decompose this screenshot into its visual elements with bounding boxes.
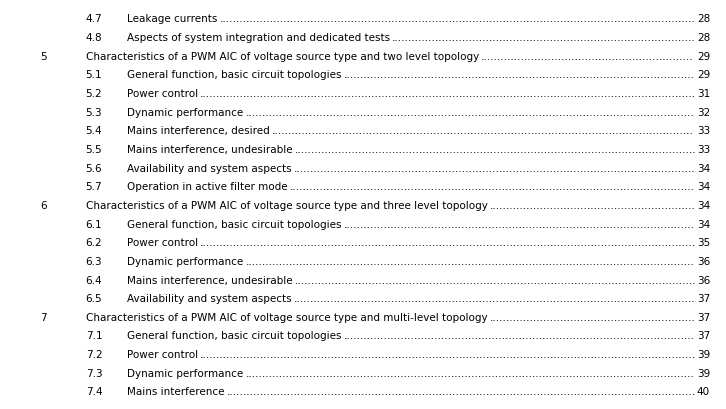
Text: ................................................................................: ........................................… xyxy=(343,70,695,80)
Text: Availability and system aspects: Availability and system aspects xyxy=(127,294,292,303)
Text: .............................................................: ........................................… xyxy=(490,200,696,210)
Text: 5.7: 5.7 xyxy=(86,182,102,192)
Text: 4.8: 4.8 xyxy=(86,33,102,43)
Text: Mains interference, desired: Mains interference, desired xyxy=(127,126,270,136)
Text: 36: 36 xyxy=(697,256,710,266)
Text: Dynamic performance: Dynamic performance xyxy=(127,368,243,378)
Text: ................................................................................: ........................................… xyxy=(200,89,696,99)
Text: ................................................................................: ........................................… xyxy=(219,14,696,24)
Text: 5.6: 5.6 xyxy=(86,163,102,173)
Text: 7.4: 7.4 xyxy=(86,387,102,396)
Text: 37: 37 xyxy=(697,312,710,322)
Text: 40: 40 xyxy=(697,387,710,396)
Text: 39: 39 xyxy=(697,368,710,378)
Text: 28: 28 xyxy=(697,33,710,43)
Text: ................................................................................: ........................................… xyxy=(245,107,694,117)
Text: Aspects of system integration and dedicated tests: Aspects of system integration and dedica… xyxy=(127,33,390,43)
Text: Operation in active filter mode: Operation in active filter mode xyxy=(127,182,287,192)
Text: 39: 39 xyxy=(697,349,710,359)
Text: .............................................................: ........................................… xyxy=(489,312,696,322)
Text: ................................................................................: ........................................… xyxy=(200,349,696,359)
Text: ................................................................................: ........................................… xyxy=(295,275,696,285)
Text: Availability and system aspects: Availability and system aspects xyxy=(127,163,292,173)
Text: 5: 5 xyxy=(40,52,46,61)
Text: 29: 29 xyxy=(697,70,710,80)
Text: 36: 36 xyxy=(697,275,710,285)
Text: 32: 32 xyxy=(697,107,710,117)
Text: 6.1: 6.1 xyxy=(86,219,102,229)
Text: General function, basic circuit topologies: General function, basic circuit topologi… xyxy=(127,219,341,229)
Text: ................................................................................: ........................................… xyxy=(245,368,694,378)
Text: ................................................................................: ........................................… xyxy=(392,33,696,43)
Text: Dynamic performance: Dynamic performance xyxy=(127,256,243,266)
Text: 34: 34 xyxy=(697,163,710,173)
Text: 5.5: 5.5 xyxy=(86,145,102,155)
Text: 34: 34 xyxy=(697,219,710,229)
Text: ................................................................................: ........................................… xyxy=(294,294,696,303)
Text: 37: 37 xyxy=(697,294,710,303)
Text: ................................................................................: ........................................… xyxy=(272,126,694,136)
Text: Power control: Power control xyxy=(127,89,198,99)
Text: Dynamic performance: Dynamic performance xyxy=(127,107,243,117)
Text: 33: 33 xyxy=(697,145,710,155)
Text: 34: 34 xyxy=(697,182,710,192)
Text: Mains interference, undesirable: Mains interference, undesirable xyxy=(127,275,293,285)
Text: ................................................................................: ........................................… xyxy=(294,163,696,173)
Text: 6.5: 6.5 xyxy=(86,294,102,303)
Text: 7: 7 xyxy=(40,312,46,322)
Text: ................................................................................: ........................................… xyxy=(227,387,696,396)
Text: Characteristics of a PWM AIC of voltage source type and three level topology: Characteristics of a PWM AIC of voltage … xyxy=(86,200,488,210)
Text: Mains interference: Mains interference xyxy=(127,387,224,396)
Text: 4.7: 4.7 xyxy=(86,14,102,24)
Text: Power control: Power control xyxy=(127,238,198,247)
Text: ................................................................................: ........................................… xyxy=(290,182,695,192)
Text: ...............................................................: ........................................… xyxy=(481,52,694,61)
Text: ................................................................................: ........................................… xyxy=(200,238,696,247)
Text: ................................................................................: ........................................… xyxy=(343,330,695,341)
Text: Characteristics of a PWM AIC of voltage source type and multi-level topology: Characteristics of a PWM AIC of voltage … xyxy=(86,312,487,322)
Text: 31: 31 xyxy=(697,89,710,99)
Text: Mains interference, undesirable: Mains interference, undesirable xyxy=(127,145,293,155)
Text: 7.1: 7.1 xyxy=(86,330,102,341)
Text: Power control: Power control xyxy=(127,349,198,359)
Text: 6: 6 xyxy=(40,200,46,210)
Text: 6.3: 6.3 xyxy=(86,256,102,266)
Text: 7.3: 7.3 xyxy=(86,368,102,378)
Text: ................................................................................: ........................................… xyxy=(343,219,695,229)
Text: ................................................................................: ........................................… xyxy=(245,256,694,266)
Text: 6.2: 6.2 xyxy=(86,238,102,247)
Text: 5.3: 5.3 xyxy=(86,107,102,117)
Text: 6.4: 6.4 xyxy=(86,275,102,285)
Text: ................................................................................: ........................................… xyxy=(295,145,696,155)
Text: 7.2: 7.2 xyxy=(86,349,102,359)
Text: Characteristics of a PWM AIC of voltage source type and two level topology: Characteristics of a PWM AIC of voltage … xyxy=(86,52,479,61)
Text: 29: 29 xyxy=(697,52,710,61)
Text: 5.2: 5.2 xyxy=(86,89,102,99)
Text: 37: 37 xyxy=(697,330,710,341)
Text: General function, basic circuit topologies: General function, basic circuit topologi… xyxy=(127,330,341,341)
Text: Leakage currents: Leakage currents xyxy=(127,14,217,24)
Text: 35: 35 xyxy=(697,238,710,247)
Text: 34: 34 xyxy=(697,200,710,210)
Text: 5.1: 5.1 xyxy=(86,70,102,80)
Text: 5.4: 5.4 xyxy=(86,126,102,136)
Text: 33: 33 xyxy=(697,126,710,136)
Text: 28: 28 xyxy=(697,14,710,24)
Text: General function, basic circuit topologies: General function, basic circuit topologi… xyxy=(127,70,341,80)
